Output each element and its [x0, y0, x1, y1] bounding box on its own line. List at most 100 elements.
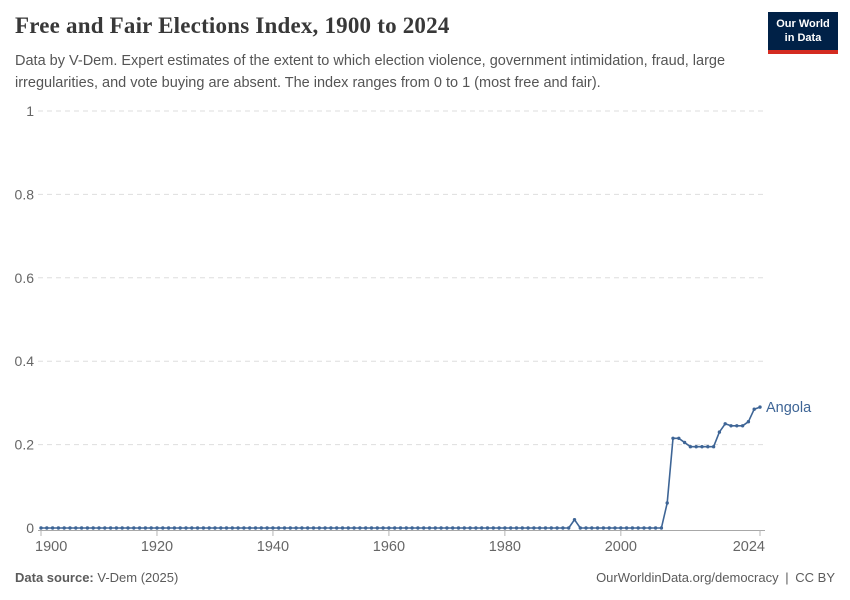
- data-point: [39, 526, 43, 530]
- data-point: [178, 526, 182, 530]
- data-point: [572, 518, 577, 522]
- logo-red-bar: [768, 49, 838, 54]
- data-point: [364, 526, 368, 530]
- owid-logo[interactable]: Our World in Data: [768, 12, 838, 54]
- data-point: [190, 526, 194, 530]
- data-point: [642, 526, 646, 530]
- data-point: [120, 526, 124, 530]
- data-point: [311, 526, 316, 530]
- data-point: [195, 526, 200, 530]
- owid-logo-box: Our World in Data: [768, 12, 838, 50]
- data-point: [613, 526, 617, 530]
- data-point: [352, 526, 356, 530]
- data-point: [688, 445, 693, 449]
- data-point: [462, 526, 466, 530]
- data-point: [624, 526, 629, 530]
- data-point: [108, 526, 113, 530]
- entity-label[interactable]: Angola: [766, 400, 812, 416]
- data-point: [601, 526, 606, 530]
- data-point: [543, 526, 548, 530]
- license-separator: |: [785, 570, 789, 585]
- data-point: [491, 526, 495, 530]
- data-point: [526, 526, 530, 530]
- data-point: [711, 445, 716, 449]
- data-point: [224, 526, 229, 530]
- data-point: [717, 430, 722, 434]
- data-source: Data source: V-Dem (2025): [15, 570, 178, 585]
- data-point: [578, 526, 582, 530]
- data-point: [219, 526, 223, 530]
- y-tick-label: 0.4: [15, 353, 35, 369]
- data-point: [509, 526, 513, 530]
- data-point: [671, 436, 675, 440]
- data-point: [207, 526, 211, 530]
- data-point: [271, 526, 275, 530]
- data-point: [306, 526, 310, 530]
- data-point: [103, 526, 107, 530]
- data-point: [236, 526, 240, 530]
- data-point: [677, 436, 681, 440]
- data-point: [137, 526, 142, 530]
- chart-footer: Data source: V-Dem (2025) OurWorldinData…: [15, 570, 835, 588]
- y-tick-label: 0.8: [15, 186, 35, 202]
- data-point: [68, 526, 72, 530]
- data-point: [45, 526, 49, 530]
- data-point: [381, 526, 385, 530]
- data-point: [126, 526, 130, 530]
- data-point: [329, 526, 333, 530]
- data-point: [242, 526, 246, 530]
- data-point: [422, 526, 426, 530]
- data-point: [474, 526, 478, 530]
- x-tick-label: 1900: [35, 539, 67, 555]
- y-tick-label: 0: [26, 520, 34, 536]
- data-point: [636, 526, 640, 530]
- data-point: [520, 526, 524, 530]
- x-tick-label: 2024: [733, 539, 765, 555]
- data-point: [659, 526, 664, 530]
- x-tick-label: 1940: [257, 539, 289, 555]
- chart-subtitle: Data by V-Dem. Expert estimates of the e…: [15, 53, 726, 91]
- data-point: [485, 526, 490, 530]
- data-point: [288, 526, 292, 530]
- data-point: [682, 440, 687, 445]
- data-point: [653, 526, 658, 530]
- data-point: [729, 424, 733, 428]
- data-point: [694, 445, 698, 449]
- data-point: [85, 526, 90, 530]
- data-point: [445, 526, 449, 530]
- data-point: [700, 445, 704, 449]
- data-source-value: V-Dem (2025): [97, 570, 179, 585]
- y-tick-label: 1: [26, 103, 34, 119]
- data-point: [323, 526, 327, 530]
- data-point: [758, 405, 762, 409]
- x-tick-label: 1920: [141, 539, 173, 555]
- data-point: [740, 424, 745, 428]
- data-point: [79, 526, 84, 530]
- data-point: [166, 526, 171, 530]
- data-point: [248, 526, 252, 530]
- data-point: [416, 526, 420, 530]
- data-point: [567, 526, 571, 530]
- data-point: [398, 526, 403, 530]
- data-point: [149, 526, 153, 530]
- data-point: [497, 526, 501, 530]
- data-point: [161, 526, 165, 530]
- data-point: [503, 526, 507, 530]
- data-point: [404, 526, 408, 530]
- logo-line2: in Data: [784, 32, 822, 45]
- data-point: [590, 526, 594, 530]
- data-point: [346, 526, 350, 530]
- data-point: [62, 526, 66, 530]
- data-point: [746, 420, 751, 424]
- data-point: [184, 526, 188, 530]
- data-point: [265, 526, 269, 530]
- owid-url-link[interactable]: OurWorldinData.org/democracy: [596, 570, 779, 585]
- data-point: [74, 526, 78, 530]
- data-point: [91, 526, 95, 530]
- data-point: [607, 526, 611, 530]
- data-point: [97, 526, 101, 530]
- data-point: [555, 526, 559, 530]
- data-point: [259, 526, 263, 530]
